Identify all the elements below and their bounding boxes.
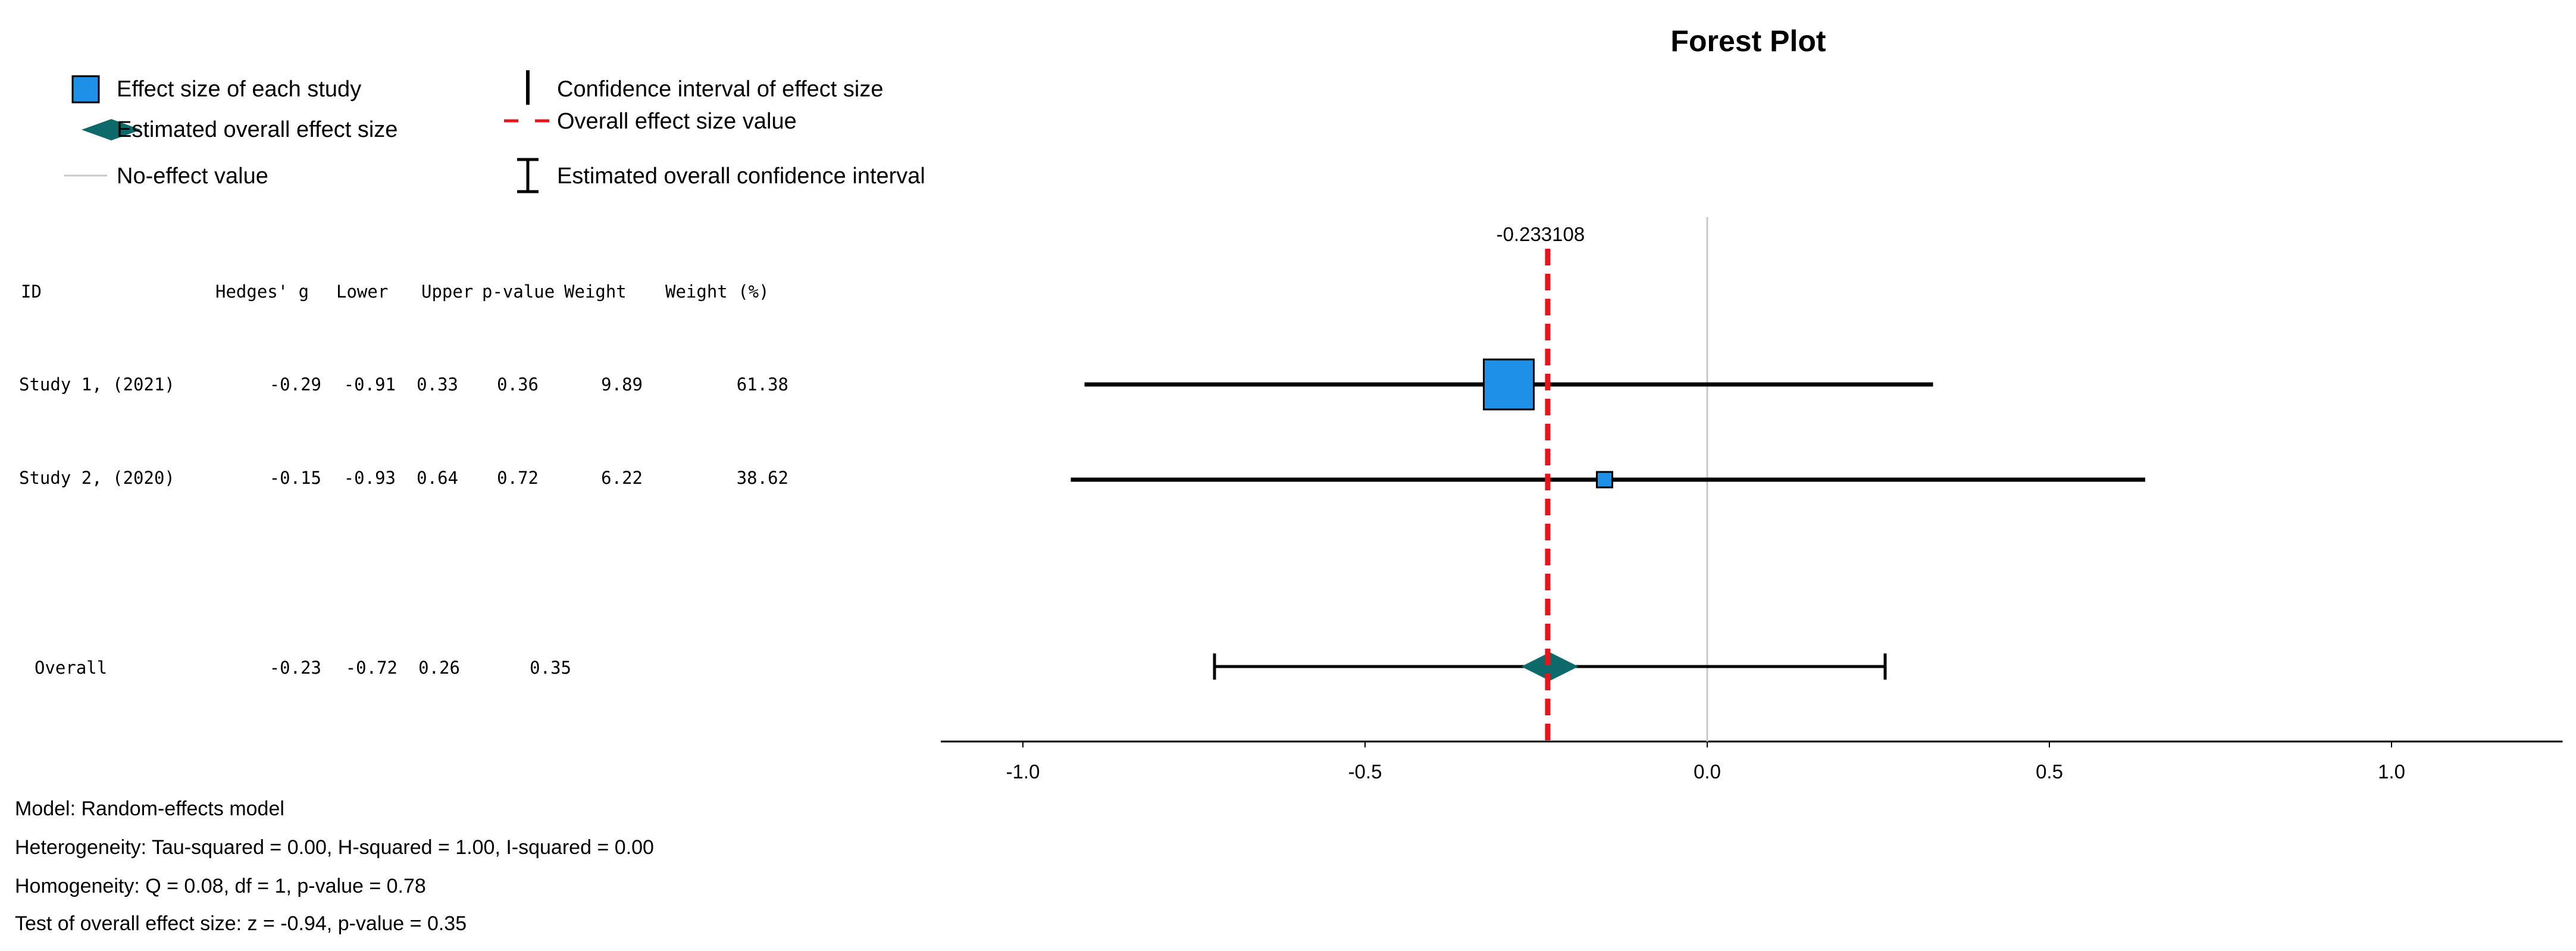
footnotes: Model: Random-effects model Heterogeneit…: [15, 797, 654, 935]
capped-bar-icon: [517, 158, 539, 193]
table-cell-overall: 0.26: [418, 658, 460, 678]
blue-square-icon: [71, 75, 100, 104]
legend-item-label: No-effect value: [117, 164, 268, 189]
table-cell: 0.36: [497, 374, 539, 395]
x-tick-label: 0.0: [1694, 761, 1721, 783]
legend: Effect size of each study Confidence int…: [64, 70, 925, 193]
study-effect-marker: [1596, 471, 1613, 489]
table-cell: 6.22: [601, 468, 643, 488]
table-header-cell: p-value: [482, 281, 555, 302]
table-cell: Study 2, (2020): [19, 468, 175, 488]
legend-item-label: Overall effect size value: [557, 109, 797, 134]
overall-effect-value-label: -0.233108: [1497, 223, 1585, 245]
table-cell: -0.29: [270, 374, 321, 395]
table-cell: 9.89: [601, 374, 643, 395]
legend-item-label: Estimated overall confidence interval: [557, 164, 925, 189]
x-tick-label: 0.5: [2036, 761, 2063, 783]
table-header-cell: Weight (%): [665, 281, 769, 302]
table-cell: -0.91: [344, 374, 396, 395]
table-cell-overall: Overall: [35, 658, 107, 678]
footnote-heterogeneity: Heterogeneity: Tau-squared = 0.00, H-squ…: [15, 836, 654, 859]
table-cell: -0.15: [270, 468, 321, 488]
table-cell-overall: 0.35: [530, 658, 571, 678]
table-header-cell: Weight: [564, 281, 627, 302]
table-cell-overall: -0.72: [346, 658, 397, 678]
table-cell: 0.64: [417, 468, 458, 488]
plot-area: -1.0 -0.5 0.0 0.5 1.0 -0.233108: [941, 217, 2563, 783]
table-header-cell: Hedges' g: [215, 281, 309, 302]
study-table: ID Hedges' g Lower Upper p-value Weight Weight…: [19, 281, 788, 678]
table-header-cell: Upper: [421, 281, 473, 302]
study-effect-marker: [1483, 358, 1535, 411]
footnote-homogeneity: Homogeneity: Q = 0.08, df = 1, p-value =…: [15, 875, 426, 897]
legend-item-label: Estimated overall effect size: [117, 117, 397, 142]
x-tick-label: -1.0: [1006, 761, 1040, 783]
footnote-overall-test: Test of overall effect size: z = -0.94, …: [15, 912, 467, 935]
overall-effect-diamond: [1521, 652, 1579, 681]
x-tick-label: 1.0: [2378, 761, 2405, 783]
x-tick-label: -0.5: [1348, 761, 1382, 783]
chart-title: Forest Plot: [1670, 24, 1826, 58]
footnote-model: Model: Random-effects model: [15, 797, 284, 820]
table-cell: -0.93: [344, 468, 396, 488]
table-cell: 61.38: [737, 374, 788, 395]
table-cell: Study 1, (2021): [19, 374, 175, 395]
legend-item-label: Confidence interval of effect size: [557, 77, 884, 102]
table-cell: 0.72: [497, 468, 539, 488]
legend-item-label: Effect size of each study: [117, 77, 361, 102]
table-cell-overall: -0.23: [270, 658, 321, 678]
teal-diamond-icon: [82, 119, 141, 140]
table-header-cell: ID: [21, 281, 42, 302]
table-cell: 38.62: [737, 468, 788, 488]
table-header-cell: Lower: [336, 281, 388, 302]
table-cell: 0.33: [417, 374, 458, 395]
